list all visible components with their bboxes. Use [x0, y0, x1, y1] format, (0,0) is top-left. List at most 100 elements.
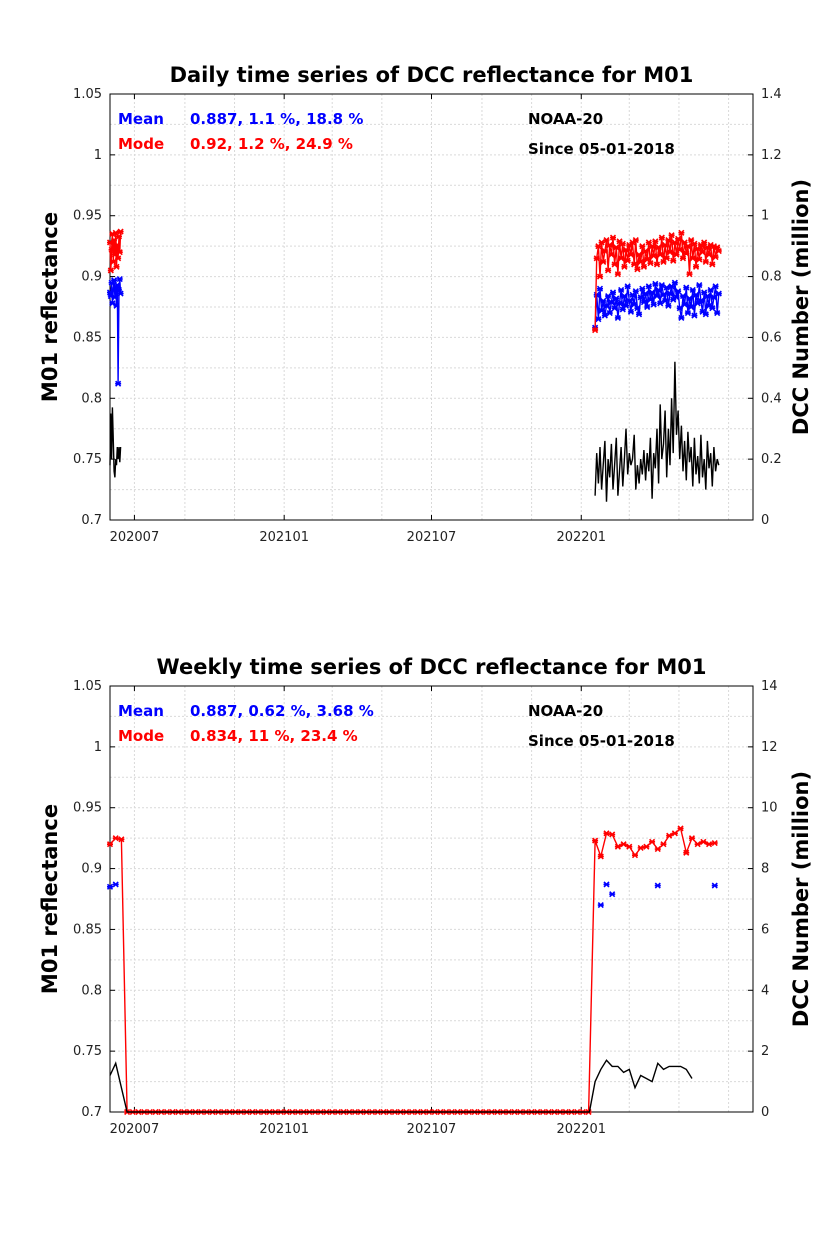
data-point [603, 830, 610, 837]
y2-tick-label: 10 [761, 801, 778, 816]
x-tick-label: 202007 [110, 1122, 160, 1137]
data-point [609, 289, 617, 296]
data-point [700, 838, 707, 845]
series-line [109, 1059, 693, 1113]
data-point [702, 311, 709, 318]
data-point [665, 302, 672, 309]
data-point [640, 263, 647, 270]
y2-tick-label: 6 [761, 922, 769, 937]
data-point [715, 247, 722, 255]
data-point [614, 314, 621, 322]
data-point [603, 881, 610, 888]
y2-tick-label: 4 [761, 983, 769, 998]
data-point [113, 302, 120, 309]
data-point [609, 831, 616, 838]
data-point [626, 843, 633, 850]
series-mode [106, 228, 722, 334]
data-point [622, 246, 630, 253]
data-point [116, 275, 123, 283]
y2-tick-label: 14 [761, 679, 778, 694]
data-point [600, 258, 607, 266]
data-point [595, 316, 602, 323]
data-point [110, 258, 117, 266]
data-point [613, 295, 620, 302]
data-point [108, 246, 115, 253]
data-point [114, 241, 121, 248]
data-point [709, 261, 716, 268]
data-point [609, 891, 616, 898]
data-point [624, 283, 631, 290]
y-axis-label: M01 reflectance [38, 804, 62, 994]
data-point [671, 830, 678, 837]
data-point [676, 246, 683, 253]
data-point [678, 314, 685, 322]
data-point [603, 302, 610, 309]
y2-tick-label: 0 [761, 513, 769, 528]
data-point [647, 296, 654, 303]
chart-title: Weekly time series of DCC reflectance fo… [157, 655, 707, 679]
y-tick-label: 0.95 [73, 801, 102, 816]
data-point [652, 238, 659, 245]
data-point [620, 841, 627, 848]
data-point [658, 282, 665, 289]
data-point [650, 301, 657, 308]
data-point [642, 290, 649, 297]
x-tick-label: 202007 [110, 530, 160, 545]
data-point [115, 286, 123, 294]
data-point [619, 240, 626, 247]
data-point [621, 263, 628, 270]
data-point [679, 255, 687, 262]
data-point [116, 249, 123, 256]
data-point [113, 263, 120, 270]
y2-axis-label: DCC Number (million) [789, 771, 813, 1027]
data-point [611, 305, 618, 312]
data-point [662, 241, 669, 248]
series-dcc-number [109, 1059, 693, 1113]
data-point [688, 303, 695, 311]
data-point [684, 243, 691, 250]
data-point [605, 267, 612, 274]
data-point [649, 243, 656, 250]
stat-value-mean: 0.887, 1.1 %, 18.8 % [190, 110, 363, 128]
data-point [707, 286, 714, 294]
series-mean [106, 275, 722, 387]
data-point [626, 297, 633, 304]
data-point [606, 241, 613, 248]
annotation-text: Since 05-01-2018 [528, 140, 675, 158]
data-point [608, 251, 615, 258]
data-point [111, 236, 118, 244]
data-point [679, 292, 687, 300]
x-tick-label: 202101 [259, 530, 309, 545]
data-point [683, 250, 690, 257]
data-point [613, 244, 620, 251]
data-point [653, 292, 661, 300]
stat-label-mean: Mean [118, 702, 164, 720]
data-point [106, 883, 114, 890]
chart-panel-1: 0.7 0.75 0.8 0.85 0.9 0.95 1 1.05 0 0.2 0.4 0.6 0.8 1… [38, 63, 813, 545]
data-point [665, 236, 672, 244]
annotation-text: NOAA-20 [528, 702, 603, 720]
data-point [689, 286, 696, 294]
chart-title: Daily time series of DCC reflectance for… [170, 63, 694, 87]
data-point [694, 841, 701, 848]
data-point [663, 255, 670, 262]
data-point [686, 295, 693, 302]
data-point [596, 285, 604, 292]
data-point [657, 300, 664, 307]
annotation-text: NOAA-20 [528, 110, 603, 128]
y-tick-label: 0.9 [81, 270, 102, 285]
data-point [634, 266, 641, 273]
data-point [660, 291, 667, 298]
data-point [598, 239, 605, 246]
stat-value-mode: 0.834, 11 %, 23.4 % [190, 727, 358, 745]
data-point [655, 244, 662, 251]
data-point [642, 247, 649, 255]
data-point [705, 251, 713, 258]
y2-tick-label: 0 [761, 1105, 769, 1120]
stat-label-mode: Mode [118, 727, 164, 745]
data-point [654, 882, 661, 889]
data-point [692, 263, 700, 270]
data-point [712, 283, 719, 290]
data-point [117, 228, 124, 235]
